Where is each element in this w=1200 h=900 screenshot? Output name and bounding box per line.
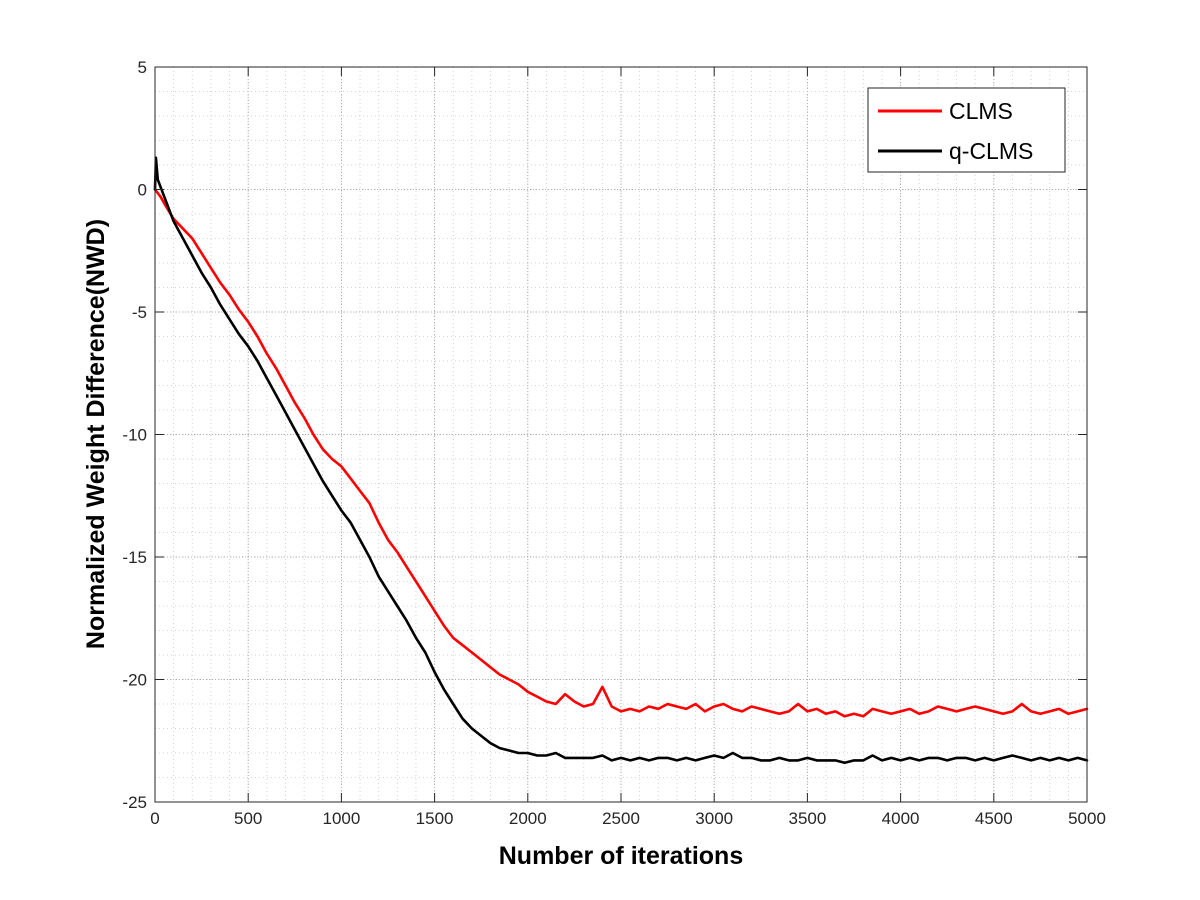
x-tick-labels: 0 500 1000 1500 2000 2500 3000 3500 4000 4500 5000 xyxy=(150,809,1106,828)
x-tick-label: 2500 xyxy=(602,809,640,828)
legend-label-clms: CLMS xyxy=(949,98,1013,124)
x-tick-label: 1500 xyxy=(416,809,454,828)
legend-label-q-clms: q-CLMS xyxy=(949,138,1033,164)
y-tick-label: -15 xyxy=(122,548,147,567)
series-line-q-clms xyxy=(153,156,1089,765)
x-tick-label: 4000 xyxy=(882,809,920,828)
x-tick-label: 0 xyxy=(150,809,159,828)
x-tick-label: 3500 xyxy=(788,809,826,828)
x-tick-label: 5000 xyxy=(1068,809,1106,828)
legend-box xyxy=(867,87,1066,173)
x-tick-label: 1000 xyxy=(322,809,360,828)
y-tick-label: 0 xyxy=(138,181,147,200)
x-axis-label: Number of iterations xyxy=(499,842,743,870)
y-tick-label: -25 xyxy=(122,793,147,812)
series-layer xyxy=(153,156,1089,765)
x-tick-label: 500 xyxy=(234,809,262,828)
y-axis-label: Normalized Weight Difference(NWD) xyxy=(82,219,110,649)
x-tick-label: 4500 xyxy=(975,809,1013,828)
x-tick-label: 2000 xyxy=(509,809,547,828)
y-tick-labels: 5 0 -5 -10 -15 -20 -25 xyxy=(122,58,147,812)
y-tick-label: -20 xyxy=(122,671,147,690)
y-tick-label: 5 xyxy=(138,58,147,77)
y-tick-label: -10 xyxy=(122,426,147,445)
x-tick-label: 3000 xyxy=(695,809,733,828)
axis-ticks xyxy=(154,66,1088,803)
y-tick-label: -5 xyxy=(132,303,147,322)
legend: CLMS q-CLMS xyxy=(867,87,1066,173)
series-line-clms xyxy=(153,188,1089,718)
